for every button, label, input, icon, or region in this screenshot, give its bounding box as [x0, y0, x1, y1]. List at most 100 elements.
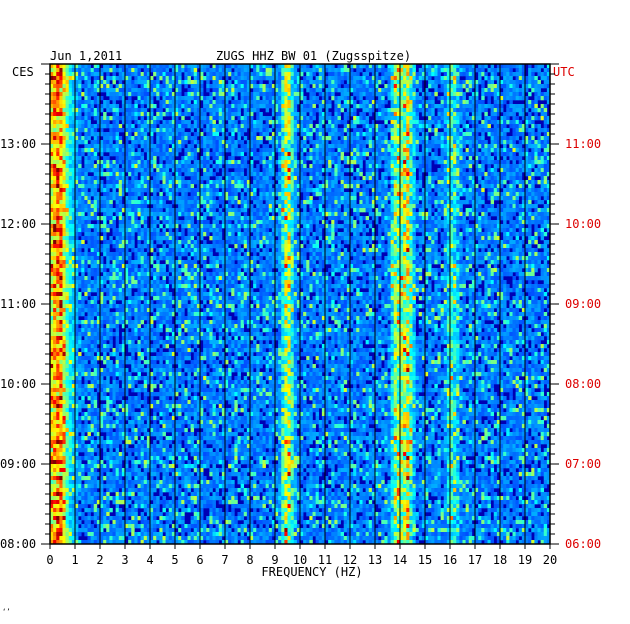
heatmap-cell — [459, 128, 463, 133]
heatmap-cell — [471, 160, 476, 165]
heatmap-cell — [309, 132, 313, 137]
heatmap-cell — [93, 204, 98, 209]
heatmap-cell — [487, 164, 491, 169]
heatmap-cell — [306, 144, 310, 149]
heatmap-cell — [246, 68, 251, 73]
heatmap-cell — [150, 148, 154, 153]
heatmap-cell — [546, 64, 551, 69]
heatmap-cell — [403, 168, 407, 173]
heatmap-cell — [371, 132, 376, 137]
heatmap-cell — [368, 100, 373, 105]
heatmap-cell — [262, 96, 266, 101]
heatmap-cell — [115, 156, 120, 161]
heatmap-cell — [253, 120, 257, 125]
heatmap-cell — [137, 140, 141, 145]
heatmap-cell — [487, 88, 491, 93]
heatmap-cell — [450, 180, 454, 185]
heatmap-cell — [350, 156, 354, 161]
heatmap-cell — [318, 88, 323, 93]
heatmap-cell — [246, 112, 251, 117]
heatmap-cell — [512, 164, 516, 169]
heatmap-cell — [425, 184, 429, 189]
heatmap-cell — [75, 148, 79, 153]
heatmap-cell — [540, 136, 545, 141]
heatmap-cell — [125, 188, 129, 193]
heatmap-cell — [259, 124, 263, 129]
heatmap-cell — [456, 136, 460, 141]
heatmap-cell — [159, 140, 163, 145]
heatmap-cell — [440, 168, 445, 173]
heatmap-cell — [487, 76, 491, 81]
heatmap-cell — [434, 148, 438, 153]
heatmap-cell — [450, 72, 454, 77]
heatmap-cell — [387, 88, 391, 93]
heatmap-cell — [215, 124, 220, 129]
heatmap-cell — [446, 108, 451, 113]
heatmap-cell — [50, 152, 54, 157]
heatmap-cell — [268, 64, 273, 69]
heatmap-cell — [503, 168, 507, 173]
heatmap-cell — [240, 140, 245, 145]
heatmap-cell — [425, 160, 429, 165]
heatmap-cell — [162, 176, 166, 181]
heatmap-cell — [68, 152, 73, 157]
heatmap-cell — [384, 128, 388, 133]
heatmap-cell — [168, 84, 173, 89]
heatmap-cell — [521, 132, 526, 137]
heatmap-cell — [415, 164, 420, 169]
heatmap-cell — [318, 196, 323, 201]
heatmap-cell — [53, 80, 57, 85]
heatmap-cell — [340, 180, 345, 185]
heatmap-cell — [381, 184, 385, 189]
heatmap-cell — [221, 128, 226, 133]
heatmap-cell — [528, 128, 532, 133]
heatmap-cell — [293, 144, 298, 149]
heatmap-cell — [109, 160, 113, 165]
heatmap-cell — [134, 172, 138, 177]
heatmap-cell — [287, 132, 291, 137]
heatmap-cell — [475, 112, 479, 117]
heatmap-cell — [509, 156, 513, 161]
heatmap-cell — [546, 164, 551, 169]
heatmap-cell — [512, 148, 516, 153]
heatmap-cell — [59, 88, 63, 93]
heatmap-cell — [525, 100, 529, 105]
heatmap-cell — [175, 188, 179, 193]
heatmap-cell — [321, 80, 326, 85]
heatmap-cell — [59, 76, 63, 81]
heatmap-cell — [90, 108, 95, 113]
heatmap-cell — [537, 116, 541, 121]
heatmap-cell — [409, 72, 413, 77]
heatmap-cell — [446, 188, 451, 193]
heatmap-cell — [237, 180, 241, 185]
heatmap-cell — [368, 180, 373, 185]
heatmap-cell — [312, 144, 316, 149]
heatmap-cell — [462, 160, 466, 165]
heatmap-cell — [531, 164, 535, 169]
heatmap-cell — [381, 200, 385, 205]
heatmap-cell — [93, 148, 98, 153]
heatmap-cell — [378, 68, 382, 73]
heatmap-cell — [87, 200, 91, 205]
heatmap-cell — [296, 148, 301, 153]
heatmap-cell — [287, 76, 291, 81]
heatmap-cell — [487, 176, 491, 181]
heatmap-cell — [481, 184, 485, 189]
heatmap-cell — [409, 192, 413, 197]
heatmap-cell — [412, 68, 416, 73]
heatmap-cell — [421, 104, 426, 109]
heatmap-cell — [490, 188, 495, 193]
heatmap-cell — [256, 68, 260, 73]
heatmap-cell — [359, 120, 363, 125]
heatmap-cell — [75, 84, 79, 89]
heatmap-cell — [525, 192, 529, 197]
heatmap-cell — [393, 88, 398, 93]
heatmap-cell — [181, 128, 185, 133]
heatmap-cell — [234, 188, 238, 193]
heatmap-cell — [193, 108, 198, 113]
heatmap-cell — [175, 180, 179, 185]
heatmap-cell — [328, 72, 332, 77]
heatmap-cell — [546, 188, 551, 193]
heatmap-cell — [225, 124, 229, 129]
heatmap-cell — [437, 104, 441, 109]
